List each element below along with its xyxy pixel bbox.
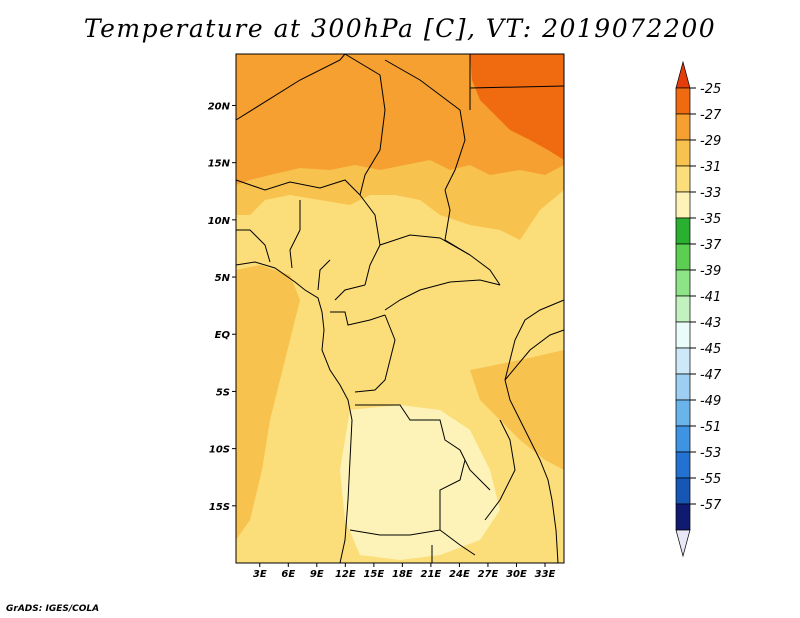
colorbar-swatch <box>675 113 691 141</box>
colorbar-swatch <box>675 191 691 219</box>
latitude-axis: 20N 15N 10N 5N EQ 5S 10S 15S <box>208 101 236 513</box>
colorbar-swatch <box>675 321 691 349</box>
map-frame <box>235 53 565 564</box>
lat-tick-label: 20N <box>208 101 231 112</box>
colorbar-label: -53 <box>700 446 721 461</box>
colorbar-label: -37 <box>700 238 722 253</box>
lon-tick-label: 9E <box>310 569 324 580</box>
temperature-field <box>236 54 564 563</box>
lat-tick-label: 15N <box>208 159 231 170</box>
lon-tick-label: 33E <box>535 569 556 580</box>
credit-label: GrADS: IGES/COLA <box>6 604 100 614</box>
lon-tick-label: 21E <box>421 569 442 580</box>
border-line <box>469 85 565 89</box>
colorbar-label: -47 <box>700 368 722 383</box>
border-line <box>379 234 471 256</box>
colorbar-label: -41 <box>700 290 721 305</box>
colorbar-top-triangle <box>675 60 691 89</box>
border-line <box>289 200 301 269</box>
border-line <box>317 259 331 291</box>
colorbar-swatch <box>675 477 691 505</box>
temperature-band-mild <box>236 265 300 540</box>
colorbar-label: -29 <box>700 134 721 149</box>
lon-tick-label: 30E <box>506 569 527 580</box>
lat-tick-label: 5N <box>215 273 231 284</box>
colorbar-label: -31 <box>700 160 721 175</box>
colorbar-swatch <box>675 425 691 453</box>
border-line <box>384 279 501 311</box>
temperature-band-mild <box>470 350 564 470</box>
border-line <box>384 59 466 191</box>
colorbar-swatch <box>675 373 691 401</box>
lat-tick-label: 5S <box>216 387 230 398</box>
border-line <box>354 314 396 393</box>
border-line <box>235 53 346 121</box>
lon-tick-label: 27E <box>478 569 499 580</box>
colorbar-swatch <box>675 217 691 245</box>
colorbar-label: -55 <box>700 472 721 487</box>
border-line <box>236 229 271 263</box>
colorbar-label: -39 <box>700 264 721 279</box>
colorbar-swatch <box>675 295 691 323</box>
colorbar-swatch <box>675 139 691 167</box>
border-line <box>349 529 476 556</box>
border-line <box>504 329 565 381</box>
colorbar-label: -43 <box>700 316 721 331</box>
lon-tick-label: 3E <box>253 569 267 580</box>
coastline <box>235 261 353 564</box>
east-africa-border <box>504 299 565 564</box>
country-borders <box>235 53 565 564</box>
lat-tick-label: EQ <box>215 330 231 341</box>
temperature-band-coolest <box>340 405 500 560</box>
lat-tick-label: 10N <box>208 216 231 227</box>
colorbar-swatch <box>675 451 691 479</box>
border-line <box>235 179 361 196</box>
temperature-band-warmest <box>470 54 564 160</box>
colorbar-swatch <box>675 399 691 427</box>
colorbar-swatch <box>675 243 691 271</box>
colorbar-label: -45 <box>700 342 721 357</box>
longitude-axis: 3E 6E 9E 12E 15E 18E 21E 24E 27E 30E 33E <box>253 563 556 580</box>
colorbar-label: -33 <box>700 186 721 201</box>
colorbar-swatch <box>675 503 691 531</box>
colorbar-swatch <box>675 165 691 193</box>
colorbar-label: -51 <box>700 420 721 435</box>
border-line <box>355 404 491 491</box>
border-line <box>439 459 466 530</box>
colorbar-swatch <box>675 347 691 375</box>
colorbar-label: -27 <box>700 108 722 123</box>
lon-tick-label: 6E <box>281 569 295 580</box>
lon-tick-label: 15E <box>363 569 384 580</box>
lon-tick-label: 12E <box>335 569 356 580</box>
colorbar-label: -57 <box>700 498 722 513</box>
colorbar-bottom-triangle <box>675 529 691 558</box>
border-line <box>334 284 366 301</box>
colorbar-swatch <box>675 269 691 297</box>
colorbar-label: -35 <box>700 212 721 227</box>
map-title: Temperature at 300hPa [C], VT: 201907220… <box>83 14 717 43</box>
lon-tick-label: 18E <box>392 569 413 580</box>
border-line <box>330 311 386 326</box>
lat-tick-label: 10S <box>209 445 230 456</box>
colorbar-label: -49 <box>700 394 721 409</box>
lat-tick-label: 15S <box>209 502 230 513</box>
colorbar-swatch <box>675 87 691 115</box>
colorbar-label: -25 <box>700 82 721 97</box>
border-line <box>484 419 516 521</box>
border-line <box>344 53 386 196</box>
colorbar: -25 -27 -29 -31 -33 -35 -37 -39 -41 -43 -45 -47 -49 -… <box>675 60 722 558</box>
lon-tick-label: 24E <box>449 569 470 580</box>
